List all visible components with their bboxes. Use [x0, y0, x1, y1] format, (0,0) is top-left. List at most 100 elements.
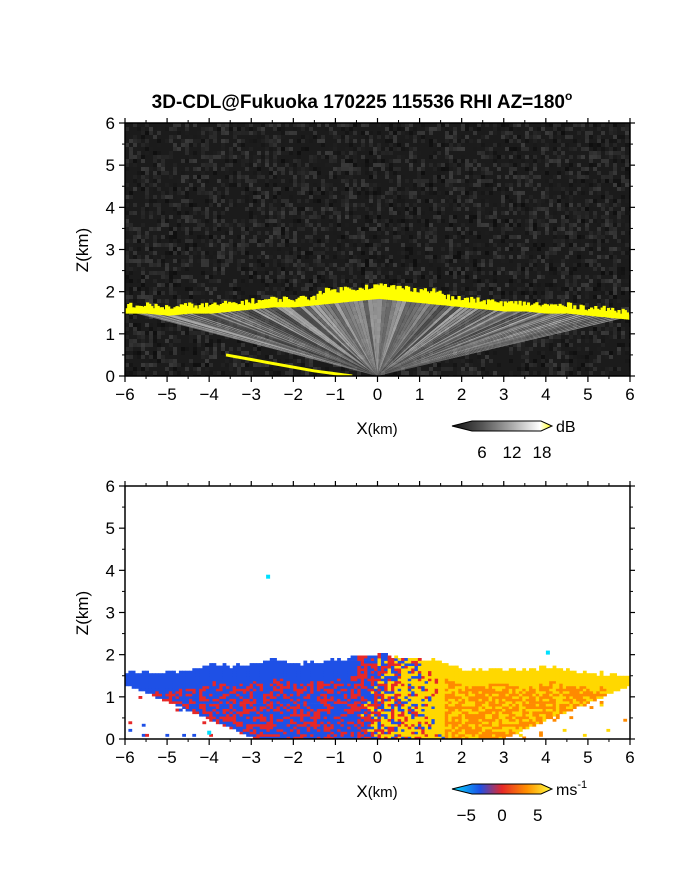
- noise-cell: [305, 267, 309, 271]
- cloud-base-echo: [242, 305, 246, 311]
- noise-cell: [529, 291, 533, 295]
- noise-cell: [301, 211, 305, 215]
- noise-cell: [129, 191, 133, 195]
- noise-cell: [513, 203, 517, 207]
- noise-cell: [289, 199, 293, 203]
- noise-cell: [349, 187, 353, 191]
- noise-cell: [593, 267, 597, 271]
- noise-cell: [273, 195, 277, 199]
- noise-cell: [213, 371, 217, 375]
- noise-cell: [553, 151, 557, 155]
- noise-cell: [261, 319, 265, 323]
- noise-cell: [461, 367, 465, 371]
- noise-cell: [613, 279, 617, 283]
- noise-cell: [149, 131, 153, 135]
- noise-cell: [613, 203, 617, 207]
- cloud-base-echo: [362, 289, 366, 301]
- cloud-base-echo: [524, 304, 528, 312]
- noise-cell: [605, 163, 609, 167]
- noise-cell: [153, 159, 157, 163]
- noise-cell: [329, 227, 333, 231]
- noise-cell: [157, 175, 161, 179]
- noise-cell: [489, 283, 493, 287]
- noise-cell: [325, 207, 329, 211]
- noise-cell: [177, 267, 181, 271]
- noise-cell: [545, 147, 549, 151]
- noise-cell: [245, 123, 249, 127]
- noise-cell: [205, 127, 209, 131]
- backscatter-beam: [332, 300, 378, 376]
- noise-cell: [249, 255, 253, 259]
- noise-cell: [293, 251, 297, 255]
- noise-cell: [557, 139, 561, 143]
- noise-cell: [229, 363, 233, 367]
- noise-cell: [509, 199, 513, 203]
- noise-cell: [481, 135, 485, 139]
- noise-cell: [165, 243, 169, 247]
- noise-cell: [165, 283, 169, 287]
- noise-cell: [565, 255, 569, 259]
- noise-cell: [373, 163, 377, 167]
- noise-cell: [249, 151, 253, 155]
- noise-cell: [189, 335, 193, 339]
- noise-cell: [601, 339, 605, 343]
- noise-cell: [465, 267, 469, 271]
- noise-cell: [281, 271, 285, 275]
- cloud-base-echo: [497, 302, 501, 311]
- noise-cell: [365, 243, 369, 247]
- noise-cell: [177, 227, 181, 231]
- cloud-base-echo: [333, 289, 337, 304]
- noise-cell: [409, 159, 413, 163]
- noise-cell: [257, 151, 261, 155]
- cloud-base-echo: [394, 289, 398, 301]
- noise-cell: [597, 179, 601, 183]
- noise-cell: [349, 211, 353, 215]
- noise-cell: [505, 163, 509, 167]
- noise-cell: [597, 151, 601, 155]
- noise-cell: [597, 171, 601, 175]
- cloud-base-echo: [335, 292, 339, 303]
- noise-cell: [385, 223, 389, 227]
- noise-cell: [197, 339, 201, 343]
- cloud-base-echo: [314, 299, 318, 306]
- noise-cell: [445, 183, 449, 187]
- noise-cell: [557, 155, 561, 159]
- noise-cell: [489, 171, 493, 175]
- cloud-base-echo: [341, 290, 345, 303]
- noise-cell: [237, 263, 241, 267]
- noise-cell: [609, 155, 613, 159]
- noise-cell: [537, 183, 541, 187]
- noise-cell: [229, 299, 233, 303]
- noise-cell: [405, 207, 409, 211]
- noise-cell: [417, 171, 421, 175]
- noise-cell: [449, 267, 453, 271]
- noise-cell: [525, 255, 529, 259]
- noise-cell: [365, 219, 369, 223]
- noise-cell: [213, 287, 217, 291]
- noise-cell: [289, 267, 293, 271]
- noise-cell: [201, 291, 205, 295]
- noise-cell: [429, 155, 433, 159]
- noise-cell: [569, 223, 573, 227]
- cloud-base-echo: [295, 299, 299, 307]
- noise-cell: [221, 251, 225, 255]
- noise-cell: [481, 367, 485, 371]
- noise-cell: [125, 355, 129, 359]
- noise-cell: [205, 335, 209, 339]
- noise-cell: [481, 167, 485, 171]
- noise-cell: [345, 211, 349, 215]
- noise-cell: [265, 371, 269, 375]
- noise-cell: [257, 363, 261, 367]
- noise-cell: [453, 259, 457, 263]
- noise-cell: [297, 279, 301, 283]
- noise-cell: [133, 343, 137, 347]
- noise-cell: [289, 195, 293, 199]
- cloud-base-echo: [455, 299, 459, 307]
- cloud-base-echo: [226, 303, 230, 312]
- noise-cell: [229, 199, 233, 203]
- noise-cell: [445, 171, 449, 175]
- noise-cell: [481, 263, 485, 267]
- noise-cell: [573, 215, 577, 219]
- noise-cell: [169, 235, 173, 239]
- backscatter-beam: [231, 308, 378, 376]
